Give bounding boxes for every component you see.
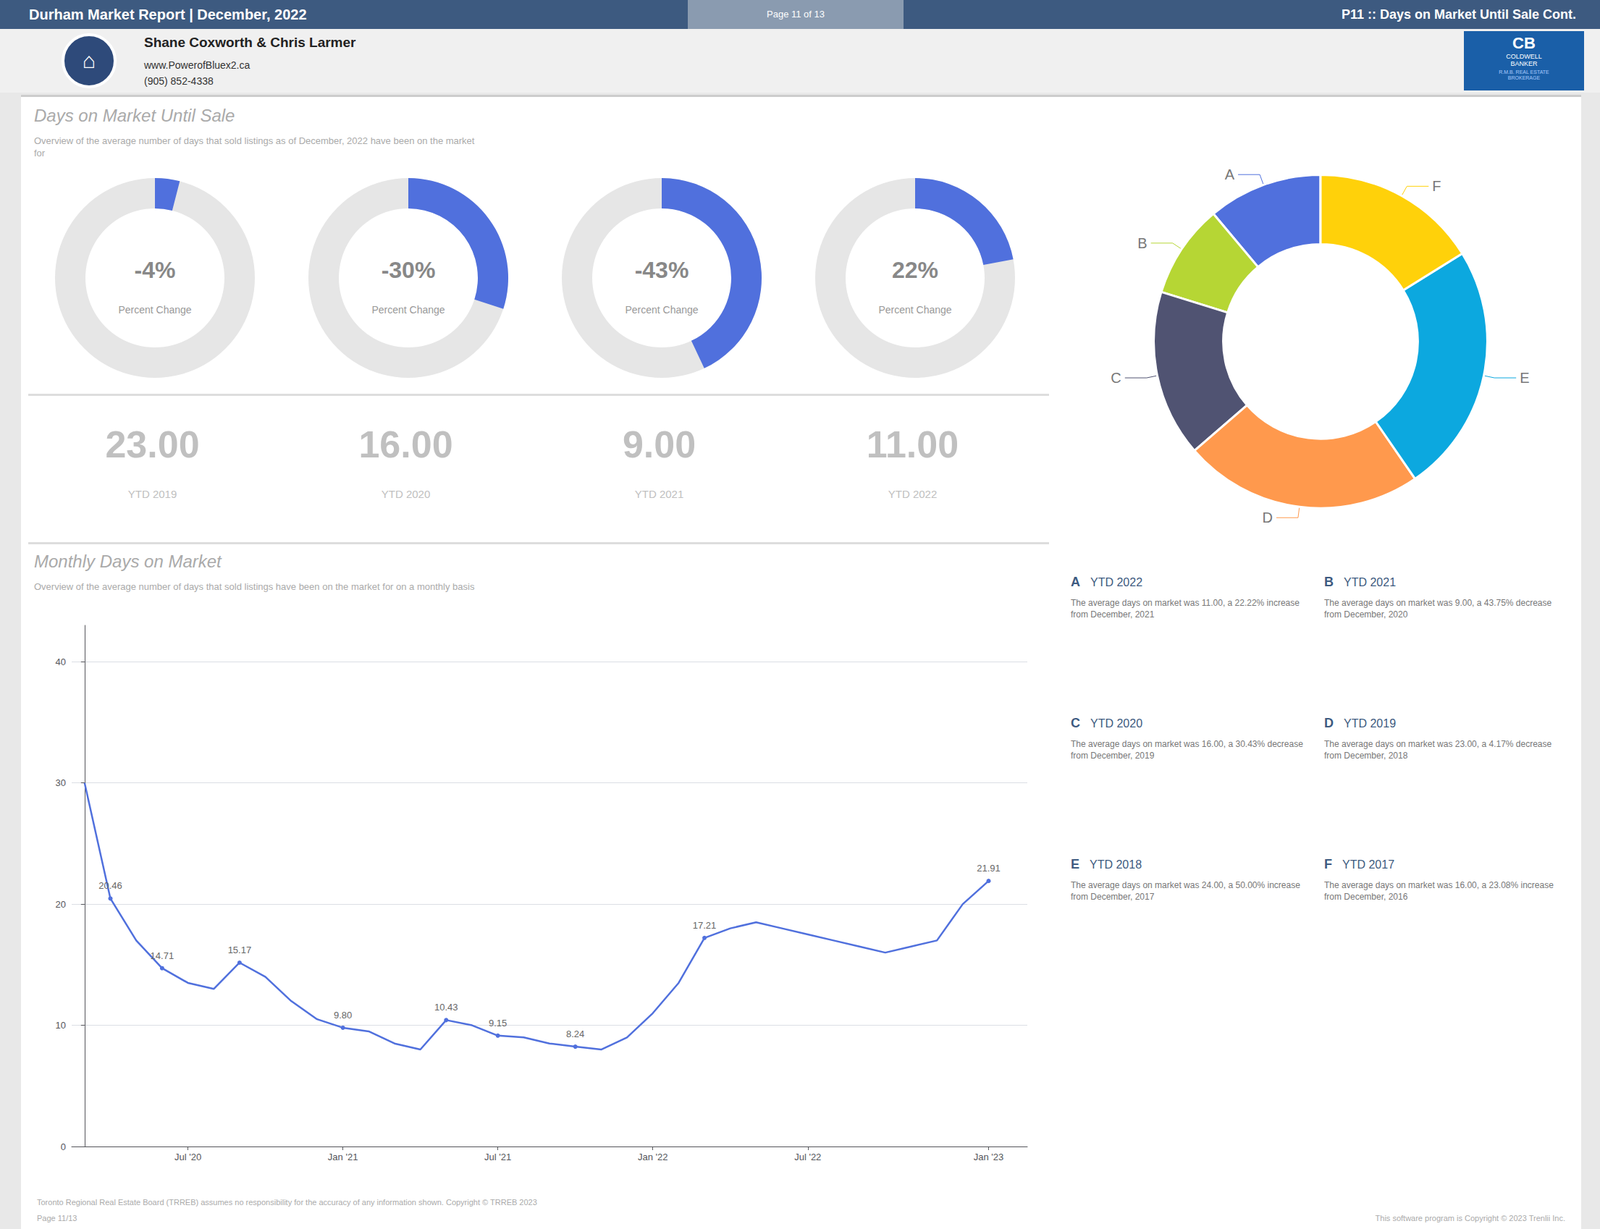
svg-text:Jan '22: Jan '22	[637, 1151, 669, 1163]
svg-text:20.46: 20.46	[98, 880, 123, 892]
html-text:C: C	[1070, 716, 1081, 731]
svg-text:0: 0	[60, 1141, 66, 1153]
html-text:COLDWELL BANKER: COLDWELL BANKER	[1506, 52, 1542, 68]
html-text:F: F	[1324, 857, 1333, 872]
svg-text:Jul '22: Jul '22	[794, 1151, 821, 1163]
svg-text:8.24: 8.24	[566, 1028, 585, 1040]
html-text:The average days on market was: The average days on market was 24.00, a …	[1070, 880, 1301, 903]
svg-text:F: F	[1432, 178, 1441, 195]
html-text:(905) 852-4338: (905) 852-4338	[144, 75, 214, 87]
html-text:The average days on market was: The average days on market was 16.00, a …	[1324, 880, 1554, 903]
html-text:23.00: 23.00	[105, 423, 200, 466]
svg-text:-4%: -4%	[134, 257, 176, 284]
svg-text:B: B	[1137, 235, 1147, 252]
html-text:B: B	[1324, 574, 1334, 590]
html-text:11.00: 11.00	[866, 423, 959, 466]
svg-text:30: 30	[55, 777, 66, 789]
html-text:A: A	[1070, 574, 1081, 590]
html-text:Page 11 of 13: Page 11 of 13	[766, 8, 825, 20]
svg-text:Jan '21: Jan '21	[327, 1151, 359, 1163]
svg-text:14.71: 14.71	[150, 950, 175, 962]
html-text:The average days on market was: The average days on market was 16.00, a …	[1070, 739, 1304, 761]
svg-text:22%: 22%	[891, 257, 939, 284]
html-text:9.00: 9.00	[622, 423, 696, 466]
html-text:Overview of the average number: Overview of the average number of days t…	[34, 135, 475, 159]
svg-text:C: C	[1110, 369, 1121, 386]
html-text:YTD 2021: YTD 2021	[634, 487, 684, 501]
svg-text:Percent Change: Percent Change	[371, 304, 445, 316]
html-text:YTD 2020: YTD 2020	[381, 487, 431, 501]
svg-text:Percent Change: Percent Change	[878, 304, 952, 316]
svg-text:E: E	[1519, 369, 1530, 386]
svg-text:9.80: 9.80	[333, 1009, 352, 1021]
html-text:P11 :: Days on Market Until Sa: P11 :: Days on Market Until Sale Cont.	[1341, 7, 1577, 22]
svg-text:40: 40	[55, 656, 66, 668]
html-text:YTD 2019: YTD 2019	[127, 487, 177, 501]
svg-text:D: D	[1261, 509, 1273, 526]
html-text:This software program is Copyr: This software program is Copyright © 202…	[1375, 1214, 1566, 1223]
html-text:YTD 2022: YTD 2022	[1090, 576, 1143, 589]
svg-text:-43%: -43%	[634, 257, 690, 284]
html-text:Monthly Days on Market: Monthly Days on Market	[34, 551, 222, 572]
svg-text:Jan '23: Jan '23	[973, 1151, 1005, 1163]
html-text:The average days on market was: The average days on market was 23.00, a …	[1324, 739, 1552, 761]
html-text:www.PowerofBluex2.ca: www.PowerofBluex2.ca	[144, 59, 250, 71]
html-text:E: E	[1070, 857, 1080, 872]
html-text:The average days on market was: The average days on market was 11.00, a …	[1070, 598, 1300, 620]
svg-text:Jul '21: Jul '21	[484, 1151, 512, 1163]
svg-text:17.21: 17.21	[692, 920, 717, 932]
html-text:16.00: 16.00	[358, 423, 453, 466]
html-text:The average days on market was: The average days on market was 9.00, a 4…	[1324, 598, 1552, 620]
html-text:YTD 2017: YTD 2017	[1342, 858, 1395, 871]
svg-text:Percent Change: Percent Change	[118, 304, 192, 316]
svg-text:10: 10	[55, 1020, 66, 1031]
html-text:R.M.B. REAL ESTATE BROKERAGE: R.M.B. REAL ESTATE BROKERAGE	[1498, 69, 1550, 81]
svg-text:Percent Change: Percent Change	[624, 304, 698, 316]
svg-text:15.17: 15.17	[228, 944, 252, 956]
svg-text:10.43: 10.43	[434, 1001, 459, 1013]
svg-text:-30%: -30%	[381, 257, 436, 284]
html-text:Days on Market Until Sale: Days on Market Until Sale	[34, 105, 235, 126]
html-text:CB: CB	[1512, 34, 1536, 53]
html-text:Toronto Regional Real Estate B: Toronto Regional Real Estate Board (TRRE…	[36, 1198, 538, 1207]
svg-text:20: 20	[55, 899, 66, 911]
html-text:Page 11/13: Page 11/13	[36, 1214, 78, 1223]
html-text:D: D	[1324, 716, 1334, 731]
html-text:Shane Coxworth & Chris Larmer: Shane Coxworth & Chris Larmer	[144, 34, 356, 50]
svg-text:Jul '20: Jul '20	[174, 1151, 202, 1163]
html-text:Overview of the average number: Overview of the average number of days t…	[34, 581, 475, 593]
html-text:Durham Market Report | Decembe: Durham Market Report | December, 2022	[28, 6, 307, 23]
svg-text:A: A	[1224, 166, 1236, 183]
html-text:YTD 2020: YTD 2020	[1090, 717, 1143, 730]
html-text:YTD 2018: YTD 2018	[1089, 858, 1142, 871]
svg-text:9.15: 9.15	[488, 1017, 507, 1029]
html-text:YTD 2022: YTD 2022	[888, 487, 938, 501]
html-text:YTD 2019: YTD 2019	[1343, 717, 1396, 730]
svg-text:21.91: 21.91	[976, 862, 1001, 874]
html-text:YTD 2021: YTD 2021	[1343, 576, 1396, 589]
